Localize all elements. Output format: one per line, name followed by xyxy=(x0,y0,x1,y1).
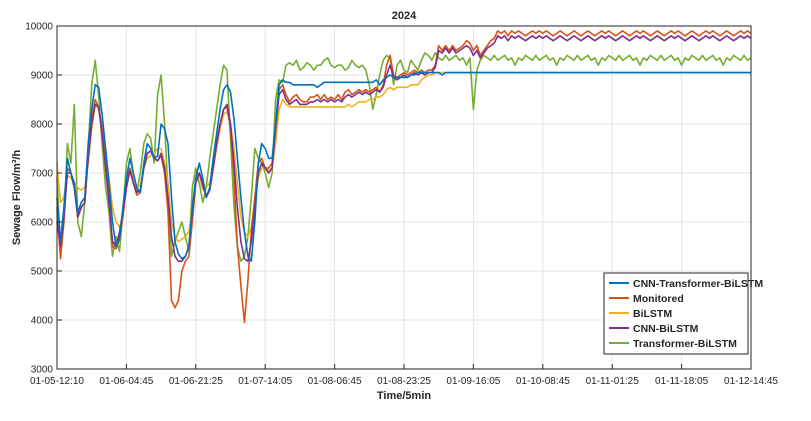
legend-label: BiLSTM xyxy=(633,308,672,320)
y-tick-label: 8000 xyxy=(31,120,54,131)
series-line-transformer-bilstm xyxy=(56,52,752,263)
x-tick-label: 01-12-14:45 xyxy=(724,376,778,387)
y-axis-label: Sewage Flow/m³/h xyxy=(11,150,23,246)
y-tick-label: 3000 xyxy=(31,365,54,376)
x-tick-label: 01-11-01:25 xyxy=(586,376,640,387)
series-lines xyxy=(56,30,752,324)
y-tick-label: 7000 xyxy=(31,169,54,180)
y-tick-label: 4000 xyxy=(31,316,54,327)
x-axis-ticks: 01-05-12:10 01-06-04:45 01-06-21:25 01-07-1… xyxy=(30,364,778,387)
x-tick-label: 01-11-18:05 xyxy=(655,376,709,387)
y-tick-label: 5000 xyxy=(31,267,54,278)
series-line-cnn-bilstm xyxy=(56,34,752,263)
x-tick-label: 01-06-04:45 xyxy=(99,376,153,387)
y-tick-label: 6000 xyxy=(31,218,54,229)
x-tick-label: 01-08-06:45 xyxy=(308,376,362,387)
x-axis-label: Time/5min xyxy=(377,390,431,402)
y-tick-label: 10000 xyxy=(25,22,53,33)
x-tick-label: 01-05-12:10 xyxy=(30,376,84,387)
x-tick-label: 01-10-08:45 xyxy=(516,376,570,387)
legend-label: Transformer-BiLSTM xyxy=(633,338,737,350)
x-tick-label: 01-07-14:05 xyxy=(238,376,292,387)
y-axis-ticks: 3000 4000 5000 6000 7000 8000 9000 10000 xyxy=(25,22,62,376)
legend-label: CNN-Transformer-BiLSTM xyxy=(633,278,763,290)
legend-label: CNN-BiLSTM xyxy=(633,323,699,335)
y-tick-label: 9000 xyxy=(31,71,54,82)
x-tick-label: 01-08-23:25 xyxy=(377,376,431,387)
chart-title: 2024 xyxy=(392,10,417,22)
legend: CNN-Transformer-BiLSTM Monitored BiLSTM CNN… xyxy=(603,272,763,355)
x-tick-label: 01-09-16:05 xyxy=(446,376,500,387)
x-tick-label: 01-06-21:25 xyxy=(169,376,223,387)
series-line-monitored xyxy=(56,30,752,324)
series-line-cnn-transformer-bilstm xyxy=(56,71,751,263)
legend-label: Monitored xyxy=(633,293,684,305)
